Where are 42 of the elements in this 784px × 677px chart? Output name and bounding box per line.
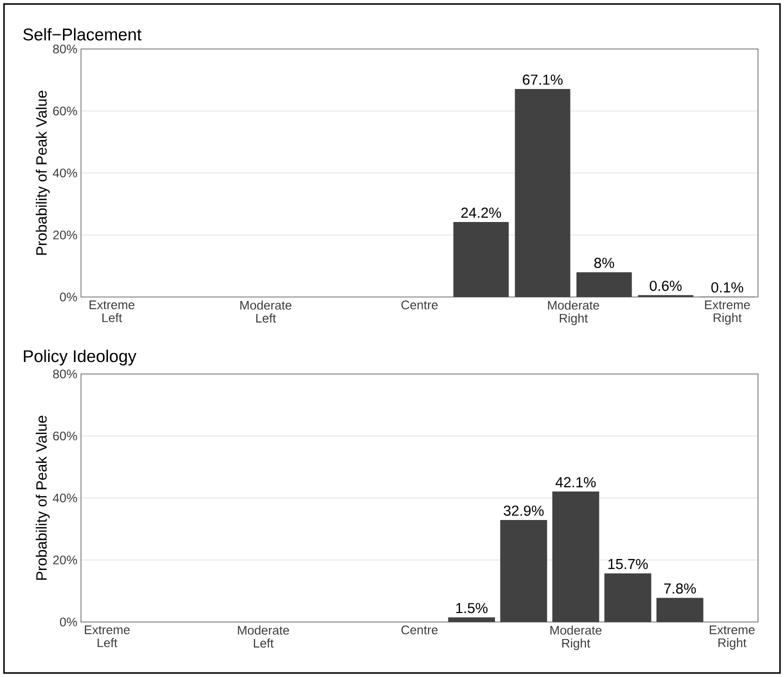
data-label: 7.8% [664,583,696,594]
data-label: 0.6% [650,280,682,291]
bar [604,573,652,622]
x-tick-label: Extreme Left [90,300,134,322]
y-tick-label: 40% [52,494,78,502]
y-tick-label: 0% [60,618,78,626]
y-tick-label: 20% [53,230,78,240]
y-tick-label: 60% [53,106,78,116]
y-axis-title: Probability of Peak Value [36,90,50,255]
x-tick-label: Extreme Right [705,300,750,325]
x-tick-label: Moderate Left [240,300,292,323]
x-tick-label: Centre [401,300,438,310]
x-tick-label: Moderate Left [238,626,290,648]
y-axis-title: Probability of Peak Value [36,416,50,580]
y-tick-label: 80% [53,44,78,54]
data-label: 1.5% [456,602,488,614]
y-tick-label: 0% [60,292,78,302]
chart-title: Policy Ideology [24,350,136,366]
y-tick-label: 40% [52,168,78,178]
data-label: 15.7% [608,558,648,570]
x-tick-label: Moderate Right [548,300,600,326]
data-label: 42.1% [556,477,596,488]
bar [500,520,548,622]
bar [656,598,704,622]
bar [552,492,600,622]
bar [514,88,570,298]
y-tick-label: 60% [53,432,78,440]
bar [576,272,632,298]
data-label: 67.1% [522,74,563,85]
bar [448,617,496,622]
data-label: 32.9% [504,506,544,516]
x-tick-label: Centre [401,626,438,634]
x-tick-label: Extreme Right [710,626,755,650]
data-label: 24.2% [461,208,502,218]
data-label: 0.1% [711,282,744,292]
bar [453,222,509,298]
y-tick-label: 80% [53,370,78,378]
x-tick-label: Moderate Right [550,626,602,650]
chart-title: Self−Placement [23,28,142,41]
x-tick-label: Extreme Left [84,626,130,648]
data-label: 8% [594,258,614,268]
y-tick-label: 20% [53,556,78,564]
